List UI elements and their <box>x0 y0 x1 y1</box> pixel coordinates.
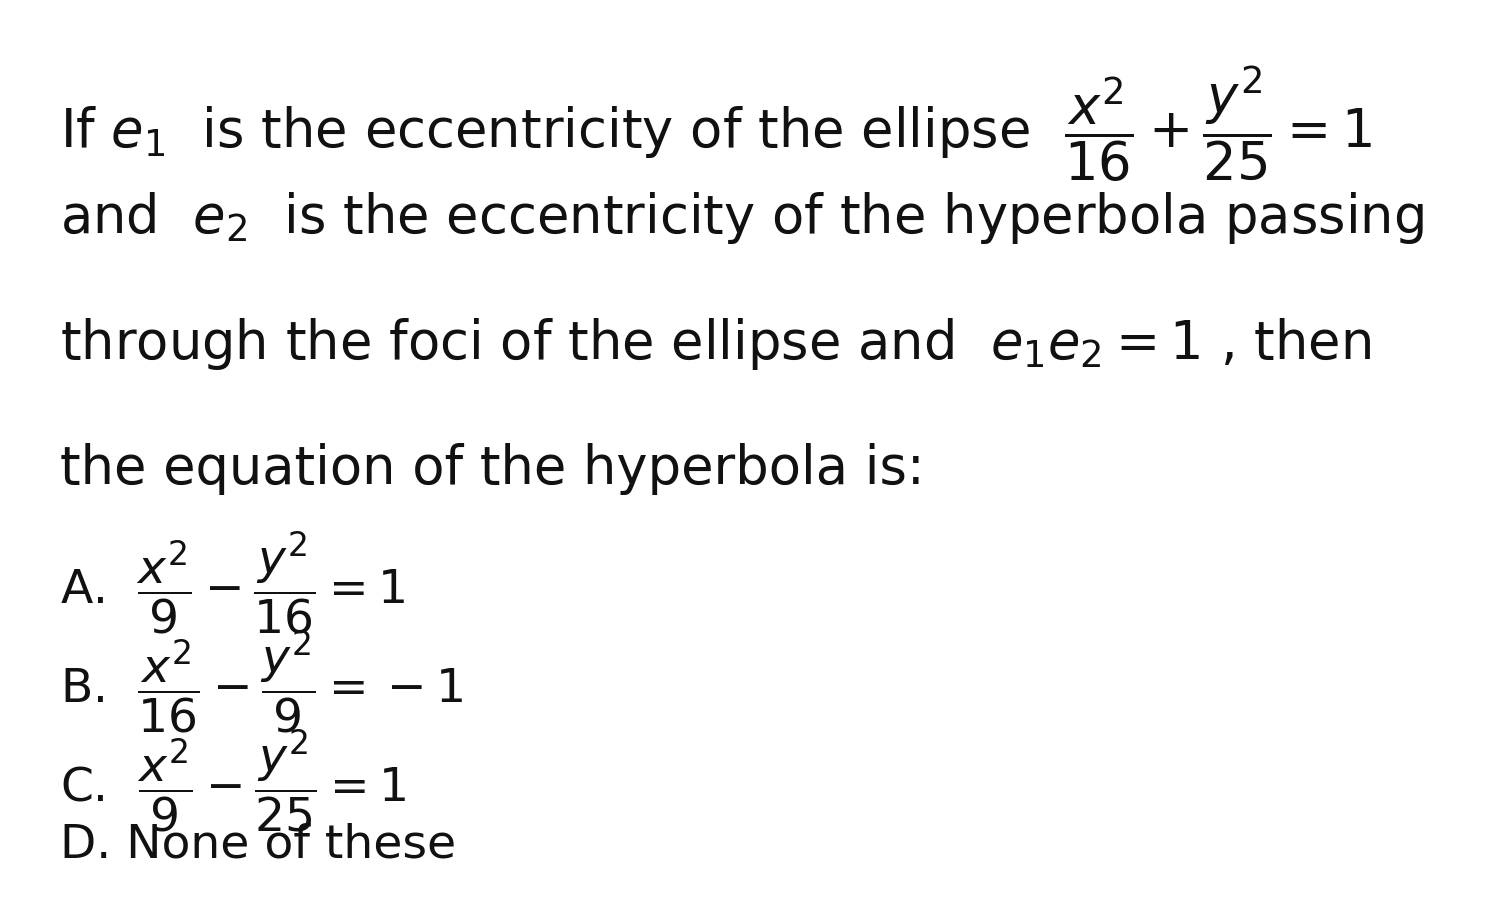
Text: through the foci of the ellipse and  $e_1 e_2 = 1$ , then: through the foci of the ellipse and $e_1… <box>60 316 1371 372</box>
Text: D. None of these: D. None of these <box>60 822 456 867</box>
Text: and  $e_2$  is the eccentricity of the hyperbola passing: and $e_2$ is the eccentricity of the hyp… <box>60 190 1423 246</box>
Text: If $e_1$  is the eccentricity of the ellipse  $\dfrac{x^2}{16} + \dfrac{y^2}{25}: If $e_1$ is the eccentricity of the elli… <box>60 63 1371 184</box>
Text: B.  $\dfrac{x^2}{16} - \dfrac{y^2}{9} = -1$: B. $\dfrac{x^2}{16} - \dfrac{y^2}{9} = -… <box>60 628 464 734</box>
Text: A.  $\dfrac{x^2}{9} - \dfrac{y^2}{16} = 1$: A. $\dfrac{x^2}{9} - \dfrac{y^2}{16} = 1… <box>60 528 405 635</box>
Text: C.  $\dfrac{x^2}{9} - \dfrac{y^2}{25} = 1$: C. $\dfrac{x^2}{9} - \dfrac{y^2}{25} = 1… <box>60 727 406 833</box>
Text: the equation of the hyperbola is:: the equation of the hyperbola is: <box>60 442 924 495</box>
